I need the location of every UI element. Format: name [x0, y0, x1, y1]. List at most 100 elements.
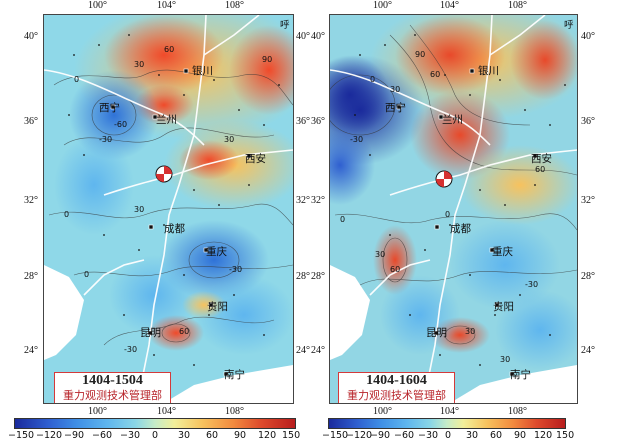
- lat-tick-left: 36°: [311, 116, 325, 127]
- organization-label: 重力观测技术管理部: [347, 389, 446, 402]
- lat-tick-right: 28°: [296, 271, 310, 282]
- lat-tick-right: 32°: [581, 195, 595, 206]
- organization-label: 重力观测技术管理部: [63, 389, 162, 402]
- lat-tick-right: 36°: [296, 116, 310, 127]
- city-label-chongqing: 重庆: [492, 246, 513, 258]
- contour-label: 30: [465, 327, 476, 336]
- corner-label: 呼: [280, 20, 290, 31]
- lon-tick-top: 108°: [225, 0, 244, 11]
- contour-label: 60: [390, 265, 401, 274]
- city-label-kunming: 昆明: [140, 327, 161, 339]
- contour-label: -30: [350, 135, 364, 144]
- lat-tick-right: 24°: [581, 345, 595, 356]
- contour-label: -30: [99, 135, 113, 144]
- city-label-kunming: 昆明: [426, 327, 447, 339]
- lon-tick-bottom: 104°: [440, 406, 459, 417]
- city-label-guiyang: 贵阳: [493, 301, 514, 313]
- lat-tick-left: 40°: [311, 31, 325, 42]
- lat-tick-right: 40°: [296, 31, 310, 42]
- lat-tick-left: 28°: [24, 271, 38, 282]
- lat-tick-left: 36°: [24, 116, 38, 127]
- colorbar-tick: −30: [120, 430, 141, 441]
- colorbar-right: [328, 418, 566, 429]
- city-label-yinchuan: 银川: [192, 65, 213, 77]
- colorbar-tick: 90: [234, 430, 247, 441]
- colorbar-tick: 60: [206, 430, 219, 441]
- lon-tick-bottom: 108°: [225, 406, 244, 417]
- map-panel-left: 银川 西宁 兰州 西安 成都 重庆 贵阳 昆明 南宁 0 30 60 -30 -…: [43, 14, 294, 404]
- lon-tick-bottom: 108°: [508, 406, 527, 417]
- lon-tick-top: 104°: [157, 0, 176, 11]
- contour-label: 0: [370, 75, 376, 84]
- corner-label: 呼: [564, 20, 574, 31]
- lat-tick-right: 40°: [581, 31, 595, 42]
- colorbar-tick: 30: [466, 430, 479, 441]
- contour-label: -30: [525, 280, 539, 289]
- colorbar-tick: −60: [92, 430, 113, 441]
- contour-label: 30: [500, 355, 511, 364]
- lon-tick-bottom: 100°: [88, 406, 107, 417]
- city-label-nanning: 南宁: [224, 369, 245, 381]
- lat-tick-left: 32°: [24, 195, 38, 206]
- colorbar-tick: −90: [64, 430, 85, 441]
- contour-label: 90: [262, 55, 273, 64]
- colorbar-tick: 0: [445, 430, 452, 441]
- contour-label: 0: [445, 210, 451, 219]
- colorbar-tick: −150: [322, 430, 349, 441]
- city-label-chengdu: 成都: [450, 223, 471, 235]
- city-label-lanzhou: 兰州: [156, 114, 177, 126]
- colorbar-tick: −120: [346, 430, 373, 441]
- contour-label: 0: [340, 215, 346, 224]
- contour-label: 0: [84, 270, 90, 279]
- city-label-lanzhou: 兰州: [442, 114, 463, 126]
- lon-tick-top: 108°: [508, 0, 527, 11]
- period-label: 1404-1504: [82, 373, 143, 388]
- period-stamp-left: 1404-1504 重力观测技术管理部: [54, 372, 171, 403]
- colorbar-tick: 60: [490, 430, 503, 441]
- lon-tick-top: 100°: [88, 0, 107, 11]
- period-stamp-right: 1404-1604 重力观测技术管理部: [338, 372, 455, 403]
- gravity-map-left: [44, 15, 293, 403]
- contour-label: 30: [224, 135, 235, 144]
- city-label-xian: 西安: [245, 153, 266, 165]
- lat-tick-right: 28°: [581, 271, 595, 282]
- lat-tick-right: 32°: [296, 195, 310, 206]
- colorbar-tick: −90: [370, 430, 391, 441]
- city-label-nanning: 南宁: [510, 369, 531, 381]
- colorbar-tick: 120: [258, 430, 277, 441]
- contour-label: 30: [390, 85, 401, 94]
- city-label-chongqing: 重庆: [206, 246, 227, 258]
- contour-label: 30: [134, 60, 145, 69]
- colorbar-tick: 150: [556, 430, 575, 441]
- lon-tick-top: 100°: [373, 0, 392, 11]
- lat-tick-left: 24°: [311, 345, 325, 356]
- colorbar-tick: 30: [178, 430, 191, 441]
- city-label-guiyang: 贵阳: [207, 301, 228, 313]
- contour-label: 30: [375, 250, 386, 259]
- contour-label: 30: [134, 205, 145, 214]
- lat-tick-left: 24°: [24, 345, 38, 356]
- lat-tick-left: 32°: [311, 195, 325, 206]
- lat-tick-right: 24°: [296, 345, 310, 356]
- city-label-xining: 西宁: [99, 102, 120, 114]
- gravity-map-right: [330, 15, 577, 403]
- city-label-chengdu: 成都: [164, 223, 185, 235]
- colorbar-tick: −30: [418, 430, 439, 441]
- contour-label: -30: [124, 345, 138, 354]
- colorbar-left: [14, 418, 296, 429]
- contour-label: 90: [415, 50, 426, 59]
- lon-tick-bottom: 104°: [157, 406, 176, 417]
- contour-label: 0: [74, 75, 80, 84]
- map-panel-right: 银川 西宁 兰州 西安 成都 重庆 贵阳 昆明 南宁 90 60 30 0 -3…: [329, 14, 578, 404]
- contour-label: -60: [114, 120, 128, 129]
- contour-label: 60: [535, 165, 546, 174]
- colorbar-tick: 120: [534, 430, 553, 441]
- lat-tick-left: 28°: [311, 271, 325, 282]
- contour-label: 60: [164, 45, 175, 54]
- colorbar-tick: 0: [152, 430, 159, 441]
- lat-tick-right: 36°: [581, 116, 595, 127]
- contour-label: 60: [430, 70, 441, 79]
- city-label-yinchuan: 银川: [478, 65, 499, 77]
- beachball-icon: [155, 165, 173, 183]
- colorbar-tick: −150: [8, 430, 35, 441]
